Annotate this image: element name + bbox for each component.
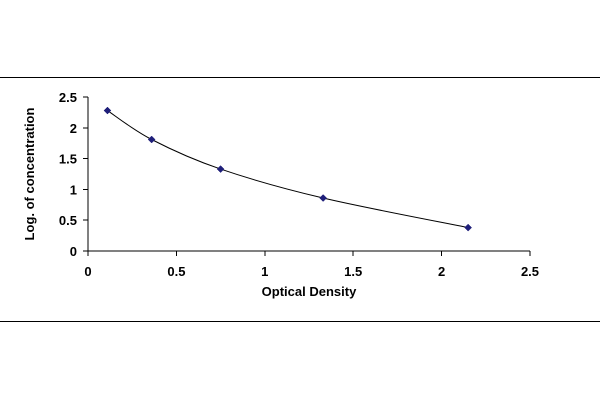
x-tick-label: 1: [261, 264, 268, 279]
y-tick-label: 1: [70, 182, 77, 197]
y-tick-label: 1.5: [59, 152, 77, 167]
axes: [87, 97, 530, 252]
y-tick-label: 0.5: [59, 213, 77, 228]
y-tick-label: 0: [70, 244, 77, 259]
x-tick-label: 2.5: [521, 264, 539, 279]
data-point-marker: [319, 194, 327, 202]
x-tick-label: 0.5: [167, 264, 185, 279]
fitted-curve: [107, 110, 469, 229]
fitted-curve-group: [107, 110, 469, 229]
x-tick-label: 0: [84, 264, 91, 279]
data-point-marker: [103, 106, 112, 115]
x-tick-label: 1.5: [344, 264, 362, 279]
y-tick-label: 2.5: [59, 90, 77, 105]
data-points: [103, 106, 472, 232]
x-axis-title: Optical Density: [262, 284, 357, 299]
y-axis-title: Log. of concentration: [22, 108, 37, 241]
data-point-marker: [147, 135, 156, 144]
y-tick-label: 2: [70, 121, 77, 136]
x-tick-label: 2: [438, 264, 445, 279]
axis-ticks: 0 0.5 1 1.5 2 2.5 0 0.5 1 1.5 2 2.5: [59, 90, 539, 279]
chart-frame: 0 0.5 1 1.5 2 2.5 0 0.5 1 1.5 2 2.5 Optical Density…: [0, 77, 600, 322]
standard-curve-chart: 0 0.5 1 1.5 2 2.5 0 0.5 1 1.5 2 2.5 Optical Density…: [22, 90, 539, 299]
data-point-marker: [216, 165, 225, 173]
data-point-marker: [464, 223, 472, 232]
